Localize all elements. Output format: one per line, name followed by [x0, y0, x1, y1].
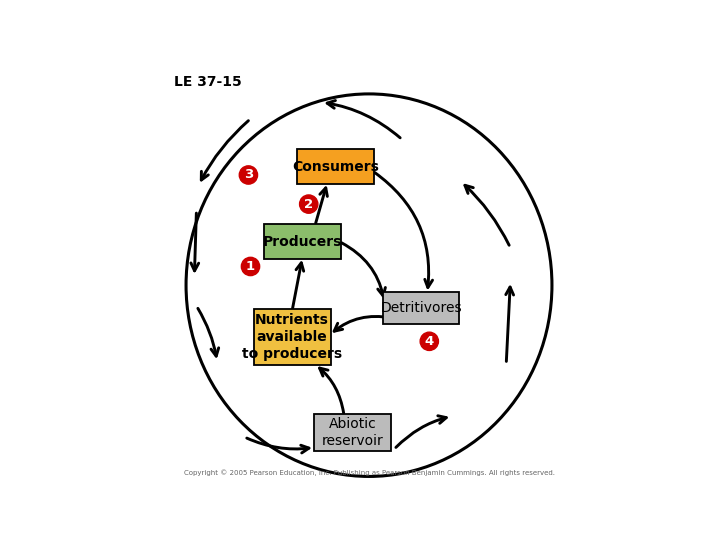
Circle shape	[300, 195, 318, 213]
FancyBboxPatch shape	[297, 149, 374, 184]
Text: 3: 3	[244, 168, 253, 181]
Text: LE 37-15: LE 37-15	[174, 75, 241, 89]
Text: Copyright © 2005 Pearson Education, Inc. Publishing as Pearson Benjamin Cummings: Copyright © 2005 Pearson Education, Inc.…	[184, 469, 554, 476]
Circle shape	[241, 258, 260, 275]
FancyBboxPatch shape	[314, 414, 391, 451]
Circle shape	[420, 332, 438, 350]
Text: Nutrients
available
to producers: Nutrients available to producers	[242, 313, 342, 361]
Text: Consumers: Consumers	[292, 160, 379, 174]
FancyBboxPatch shape	[264, 224, 341, 259]
Text: 1: 1	[246, 260, 255, 273]
Text: Detritivores: Detritivores	[380, 301, 462, 315]
Circle shape	[239, 166, 258, 184]
Text: 4: 4	[425, 335, 434, 348]
Text: Producers: Producers	[263, 234, 342, 248]
Text: Abiotic
reservoir: Abiotic reservoir	[322, 417, 383, 448]
Text: 2: 2	[304, 198, 313, 211]
FancyBboxPatch shape	[253, 309, 330, 365]
FancyBboxPatch shape	[382, 293, 459, 323]
